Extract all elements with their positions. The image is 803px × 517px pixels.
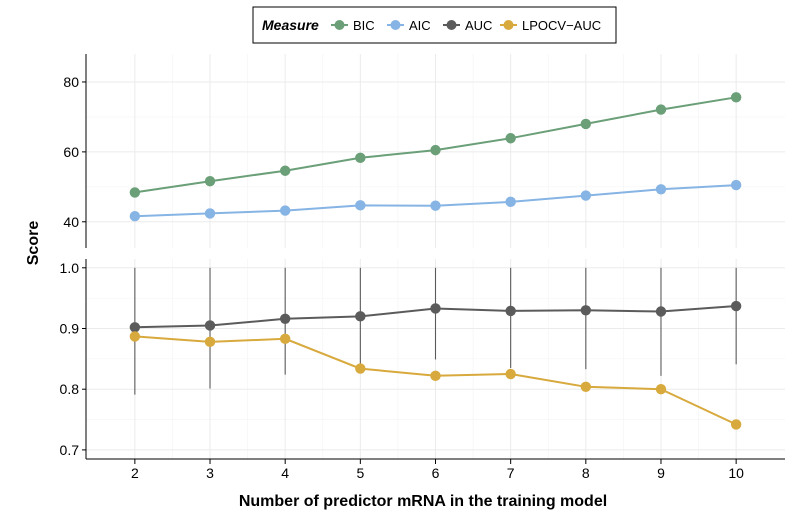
x-tick-label: 4 (281, 465, 289, 481)
data-point-auc (430, 303, 441, 314)
y-tick-label-bottom: 0.7 (60, 442, 80, 458)
data-point-bic (279, 165, 291, 176)
data-point-lpocv-auc (505, 368, 516, 380)
data-point-aic (355, 200, 366, 211)
y-tick-label-top: 60 (63, 144, 79, 160)
legend-key-point-lpocv-auc (503, 20, 514, 30)
data-point-auc (204, 320, 216, 331)
x-axis-title: Number of predictor mRNA in the training… (239, 493, 607, 510)
y-tick-label-top: 80 (63, 74, 79, 90)
legend-label-aic: AIC (409, 18, 431, 33)
data-point-bic (730, 92, 742, 103)
legend-key-point-aic (390, 20, 401, 30)
data-point-lpocv-auc (730, 419, 742, 430)
data-point-auc (655, 306, 667, 317)
data-point-aic (279, 205, 291, 216)
data-point-auc (580, 305, 592, 316)
x-tick-label: 8 (582, 465, 590, 481)
data-point-lpocv-auc (580, 381, 592, 392)
data-point-lpocv-auc (279, 333, 291, 345)
data-point-bic (430, 144, 441, 156)
legend-box (252, 6, 617, 44)
data-point-bic (655, 104, 667, 115)
data-point-auc (129, 322, 141, 333)
x-axis-ticks: 2 3 4 5 6 7 8 9 10 (131, 459, 744, 481)
data-point-aic (580, 190, 592, 201)
data-point-lpocv-auc (204, 336, 216, 348)
data-point-aic (129, 210, 141, 222)
legend-items: BIC AIC AUC LPOCV−AUC (331, 18, 601, 33)
data-point-bic (355, 152, 366, 164)
data-point-lpocv-auc (355, 363, 366, 374)
legend: Measure BIC AIC AUC LPOCV−AUC (252, 6, 617, 44)
data-point-bic (204, 176, 216, 187)
data-point-aic (655, 184, 667, 195)
x-tick-label: 2 (131, 465, 139, 481)
data-point-lpocv-auc (129, 331, 141, 342)
data-point-aic (430, 200, 441, 211)
y-tick-label-top: 40 (63, 214, 79, 230)
y-tick-label-bottom: 0.9 (60, 320, 80, 336)
legend-key-point-bic (334, 20, 345, 30)
x-tick-label: 6 (432, 465, 440, 481)
x-tick-label: 9 (657, 465, 665, 481)
legend-label-bic: BIC (353, 18, 375, 33)
y-axis-title: Score (25, 221, 42, 266)
x-tick-label: 7 (507, 465, 515, 481)
data-point-auc (730, 300, 742, 312)
x-tick-label: 10 (728, 465, 744, 481)
legend-label-lpocv-auc: LPOCV−AUC (522, 18, 601, 33)
data-point-auc (355, 311, 366, 322)
y-tick-label-bottom: 0.8 (60, 381, 80, 397)
y-tick-label-bottom: 1.0 (60, 260, 80, 276)
top-panel: 40 60 80 (63, 54, 785, 248)
data-point-bic (129, 187, 141, 198)
legend-label-auc: AUC (465, 18, 492, 33)
data-point-bic (580, 118, 592, 130)
data-point-auc (279, 313, 291, 324)
data-point-lpocv-auc (430, 370, 441, 382)
data-point-aic (730, 179, 742, 191)
legend-key-point-auc (446, 20, 457, 30)
data-point-aic (204, 208, 216, 219)
data-point-auc (505, 305, 516, 317)
data-point-bic (505, 133, 516, 144)
data-point-aic (505, 196, 516, 208)
x-tick-label: 3 (206, 465, 214, 481)
x-tick-label: 5 (356, 465, 364, 481)
bottom-panel: 0.7 0.8 0.9 1.0 (60, 259, 785, 459)
legend-title: Measure (262, 17, 319, 33)
data-point-lpocv-auc (655, 383, 667, 395)
